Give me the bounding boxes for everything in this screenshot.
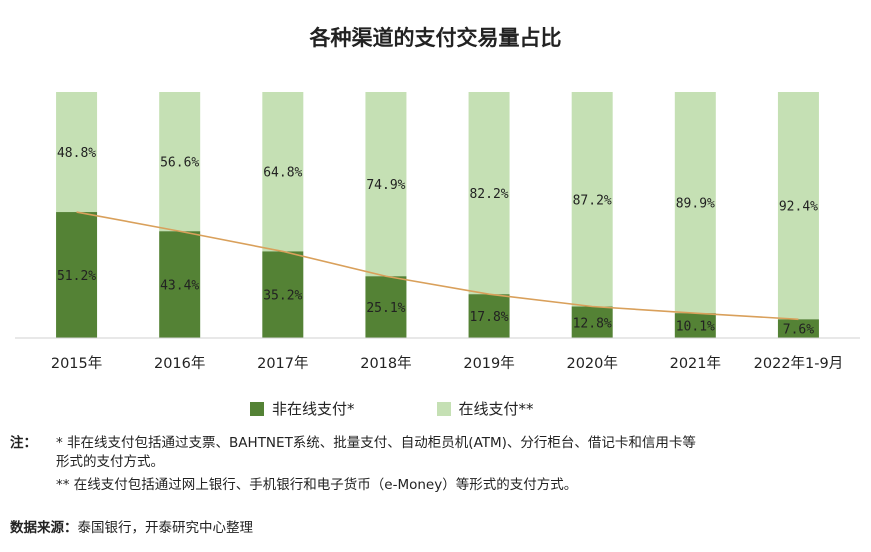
- label-offline-1: 43.4%: [160, 279, 199, 294]
- label-online-3: 74.9%: [366, 178, 405, 193]
- label-online-7: 92.4%: [779, 200, 818, 215]
- bar-online-7: [777, 92, 819, 320]
- label-offline-3: 25.1%: [366, 301, 405, 316]
- source-text: 泰国银行，开泰研究中心整理: [77, 520, 254, 536]
- bar-online-4: [468, 92, 510, 295]
- label-offline-0: 51.2%: [57, 269, 96, 284]
- bar-offline-4: [468, 294, 510, 338]
- legend-swatch-online: [436, 401, 451, 416]
- label-online-5: 87.2%: [573, 193, 612, 208]
- label-offline-7: 7.6%: [783, 323, 814, 338]
- bar-online-3: [365, 92, 407, 277]
- x-tick-label-3: 2018年: [360, 355, 411, 372]
- notes: 注： * 非在线支付包括通过支票、BAHTNET系统、批量支付、自动柜员机(AT…: [10, 434, 865, 495]
- note-offline-continued: 形式的支付方式。: [56, 454, 164, 470]
- legend-label-online: 在线支付**: [458, 400, 534, 418]
- bar-offline-1: [159, 231, 201, 338]
- bar-offline-3: [365, 276, 407, 338]
- bar-online-2: [262, 92, 304, 252]
- x-tick-label-2: 2017年: [257, 355, 308, 372]
- bar-offline-7: [777, 319, 819, 338]
- source-label: 数据来源：: [10, 520, 78, 536]
- bar-online-0: [56, 92, 98, 213]
- notes-label: 注：: [10, 435, 37, 451]
- chart-title: 各种渠道的支付交易量占比: [309, 26, 562, 50]
- bar-online-1: [159, 92, 201, 232]
- label-offline-6: 10.1%: [676, 320, 715, 335]
- label-online-6: 89.9%: [676, 197, 715, 212]
- bar-online-6: [674, 92, 716, 314]
- x-tick-label-4: 2019年: [463, 355, 514, 372]
- legend-label-offline: 非在线支付*: [272, 400, 355, 418]
- label-online-1: 56.6%: [160, 156, 199, 171]
- data-source: 数据来源：泰国银行，开泰研究中心整理: [10, 516, 253, 536]
- label-online-2: 64.8%: [263, 166, 302, 181]
- x-tick-label-7: 2022年1-9月: [754, 355, 844, 372]
- bar-offline-2: [262, 251, 304, 338]
- bar-online-5: [571, 92, 613, 307]
- x-tick-label-0: 2015年: [51, 355, 102, 372]
- note-online: ** 在线支付包括通过网上银行、手机银行和电子货币（e-Money）等形式的支付…: [56, 477, 578, 493]
- legend-item-offline: 非在线支付*: [250, 398, 355, 419]
- legend-swatch-offline: [250, 401, 264, 416]
- bar-offline-6: [674, 313, 716, 338]
- x-tick-label-1: 2016年: [154, 355, 205, 372]
- bar-offline-5: [571, 306, 613, 338]
- label-offline-4: 17.8%: [469, 310, 508, 325]
- label-offline-2: 35.2%: [263, 289, 302, 304]
- x-tick-label-5: 2020年: [566, 355, 617, 372]
- label-offline-5: 12.8%: [573, 316, 612, 331]
- label-online-0: 48.8%: [57, 146, 96, 161]
- x-tick-label-6: 2021年: [670, 355, 721, 372]
- offline-trend-line: [76, 211, 799, 321]
- bar-offline-0: [56, 212, 98, 338]
- note-offline: * 非在线支付包括通过支票、BAHTNET系统、批量支付、自动柜员机(ATM)、…: [56, 435, 696, 451]
- legend: 非在线支付* 在线支付**: [250, 398, 616, 419]
- legend-item-online: 在线支付**: [436, 398, 534, 419]
- stacked-bar-chart: 48.8% 51.2% 2015年 56.6% 43.4% 2016年 64.8% 35.2%…: [15, 92, 860, 372]
- label-online-4: 82.2%: [469, 187, 508, 202]
